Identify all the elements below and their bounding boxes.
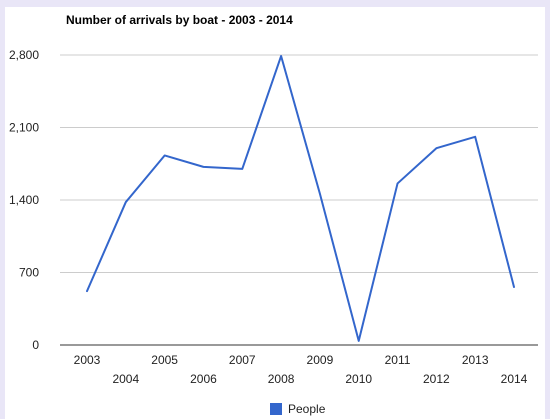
x-tick-label: 2014 — [501, 372, 528, 386]
legend: People — [270, 402, 326, 416]
y-tick-label: 700 — [19, 266, 39, 280]
legend-label-people: People — [288, 402, 326, 416]
y-tick-label: 0 — [32, 338, 39, 352]
x-tick-label: 2007 — [229, 353, 256, 367]
x-tick-label: 2003 — [74, 353, 101, 367]
x-tick-label: 2008 — [268, 372, 295, 386]
chart-panel: Number of arrivals by boat - 2003 - 2014… — [5, 7, 545, 419]
x-tick-label: 2011 — [385, 353, 411, 367]
y-tick-label: 2,800 — [9, 48, 39, 62]
legend-swatch-people — [270, 403, 282, 415]
series-line-people — [86, 55, 515, 342]
arrivals-line-chart: Number of arrivals by boat - 2003 - 2014… — [9, 13, 538, 416]
chart-title: Number of arrivals by boat - 2003 - 2014 — [66, 13, 293, 27]
x-tick-label: 2004 — [112, 372, 139, 386]
x-axis-ticks: 2003 2004 2005 2006 2007 2008 2009 2010 2011 2012… — [74, 353, 528, 386]
x-tick-label: 2009 — [307, 353, 334, 367]
y-tick-label: 1,400 — [9, 193, 39, 207]
gridlines — [60, 54, 538, 346]
series-lines — [86, 55, 515, 342]
y-tick-label: 2,100 — [9, 121, 39, 135]
x-tick-label: 2010 — [345, 372, 372, 386]
y-axis-ticks: 0 700 1,400 2,100 2,800 — [9, 48, 39, 352]
x-tick-label: 2006 — [190, 372, 217, 386]
x-tick-label: 2012 — [423, 372, 450, 386]
x-tick-label: 2013 — [462, 353, 489, 367]
x-tick-label: 2005 — [151, 353, 178, 367]
